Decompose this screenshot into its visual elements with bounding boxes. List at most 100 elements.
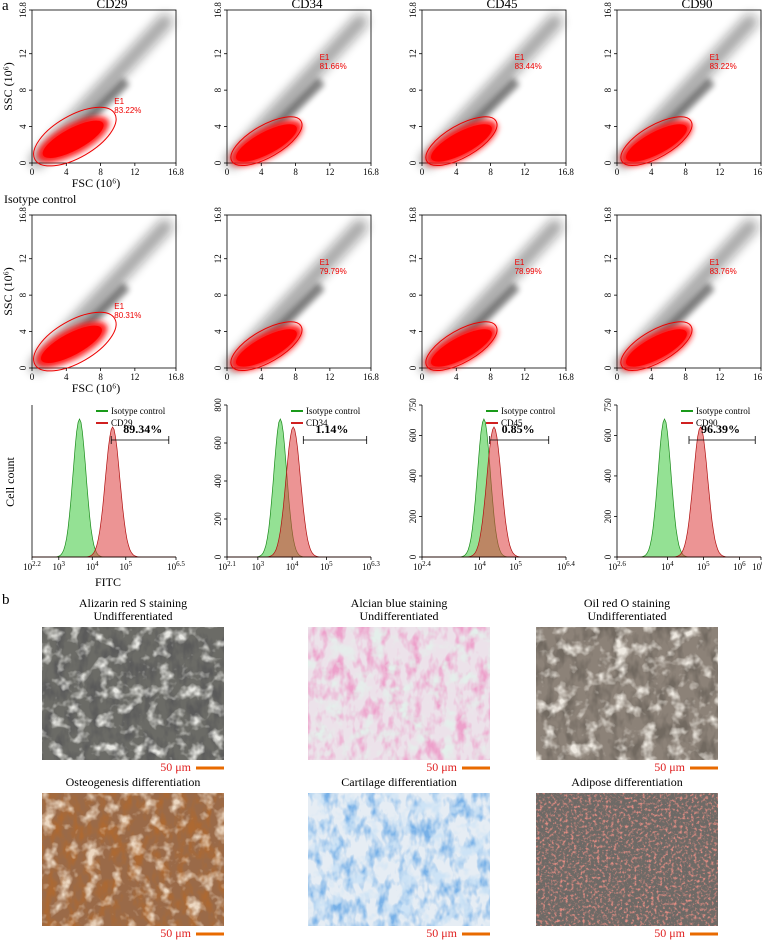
tick-exponent: 4 [482, 560, 486, 568]
panel-label: b [2, 592, 10, 608]
x-tick-label: 8 [293, 167, 298, 177]
marker-histogram [617, 426, 761, 558]
tick-base: 10 [286, 562, 296, 572]
y-tick-label: 16.8 [408, 207, 418, 223]
plot-frame [31, 9, 177, 164]
x-tick-label: 105 [509, 560, 522, 572]
y-tick-label: 12 [408, 254, 418, 263]
y-tick-label: 8 [18, 292, 28, 297]
x-tick-label: 4 [454, 372, 459, 382]
tick-base: 10 [697, 562, 707, 572]
gate-outline [230, 116, 303, 166]
plot-title: CD45 [486, 0, 517, 11]
micrograph [42, 627, 224, 760]
y-tick-label: 0 [408, 554, 418, 559]
legend-label: Isotype control [501, 406, 556, 416]
tick-exponent: 6.4 [566, 560, 575, 568]
plot-frame [421, 9, 567, 164]
tick-base: 10 [362, 562, 372, 572]
plot-title: CD29 [96, 0, 127, 11]
tick-exponent: 4 [670, 560, 674, 568]
x-tick-label: 16.8 [168, 372, 184, 382]
x-tick-label: 4 [64, 167, 69, 177]
y-tick-label: 4 [18, 124, 28, 129]
plot-frame [226, 214, 372, 369]
image-title: Cartilage differentiation [341, 775, 456, 789]
marker-histogram [422, 426, 566, 558]
y-tick-label: 8 [603, 292, 613, 297]
micrograph [308, 627, 490, 760]
event-cloud [224, 13, 368, 169]
x-tick-label: 106.3 [362, 560, 380, 572]
x-tick-label: 0 [30, 167, 35, 177]
x-axis-label: FSC (10⁶) [72, 176, 121, 190]
y-tick-label: 200 [408, 509, 418, 523]
x-tick-label: 8 [488, 167, 493, 177]
image-title: Oil red O staining [584, 596, 670, 610]
tick-exponent: 3 [261, 560, 265, 568]
x-tick-label: 0 [30, 372, 35, 382]
x-tick-label: 104 [86, 560, 99, 572]
x-axis-label: FITC [95, 575, 121, 589]
y-tick-label: 4 [408, 124, 418, 129]
y-tick-label: 800 [213, 398, 223, 412]
y-tick-label: 4 [603, 124, 613, 129]
tick-base: 10 [733, 562, 743, 572]
gate-name: E1 [710, 258, 720, 267]
plot-title: CD90 [681, 0, 712, 11]
y-tick-label: 8 [18, 87, 28, 92]
tick-base: 10 [252, 562, 262, 572]
tick-base: 10 [509, 562, 519, 572]
tick-exponent: 4 [95, 560, 99, 568]
tick-exponent: 2.4 [422, 560, 431, 568]
x-tick-label: 12 [130, 372, 139, 382]
gate-bracket [110, 436, 170, 444]
image-title: Alcian blue staining [351, 596, 448, 610]
scale-label: 50 μm [160, 926, 191, 940]
x-tick-label: 16.8 [558, 167, 574, 177]
y-tick-label: 0 [18, 365, 28, 370]
x-tick-label: 104 [286, 560, 299, 572]
x-tick-label: 8 [98, 167, 103, 177]
event-cloud [29, 218, 173, 374]
y-tick-label: 12 [408, 49, 418, 58]
tick-base: 10 [752, 562, 762, 572]
legend-label: CD90 [696, 418, 718, 428]
x-tick-label: 102.1 [218, 560, 236, 572]
y-tick-label: 16.8 [603, 2, 613, 18]
x-tick-label: 102.2 [23, 560, 41, 572]
gate-outline [33, 311, 117, 372]
y-tick-label: 12 [18, 254, 28, 263]
event-cloud [419, 13, 563, 169]
x-tick-label: 12 [715, 372, 724, 382]
plot-frame [616, 9, 762, 164]
x-tick-label: 8 [293, 372, 298, 382]
y-tick-label: 400 [408, 469, 418, 483]
tick-exponent: 2.6 [617, 560, 626, 568]
x-tick-label: 105 [120, 560, 133, 572]
x-tick-label: 8 [488, 372, 493, 382]
y-tick-label: 200 [213, 512, 223, 526]
tick-exponent: 3 [62, 560, 66, 568]
y-tick-label: 750 [603, 398, 613, 412]
x-tick-label: 16.8 [363, 167, 379, 177]
image-title: Undifferentiated [359, 609, 438, 623]
tick-base: 10 [557, 562, 567, 572]
micrograph [536, 627, 718, 760]
x-tick-label: 4 [649, 372, 654, 382]
y-tick-label: 12 [603, 49, 613, 58]
x-tick-label: 0 [615, 372, 620, 382]
y-tick-label: 16.8 [408, 2, 418, 18]
x-tick-label: 12 [325, 167, 334, 177]
x-tick-label: 4 [259, 167, 264, 177]
tick-base: 10 [413, 562, 423, 572]
y-tick-label: 8 [408, 87, 418, 92]
gate-outline [425, 321, 498, 371]
x-tick-label: 12 [325, 372, 334, 382]
x-tick-label: 106.5 [167, 560, 185, 572]
x-tick-label: 0 [420, 167, 425, 177]
y-tick-label: 16.8 [213, 207, 223, 223]
x-tick-label: 12 [715, 167, 724, 177]
scale-label: 50 μm [426, 926, 457, 940]
tick-base: 10 [218, 562, 228, 572]
